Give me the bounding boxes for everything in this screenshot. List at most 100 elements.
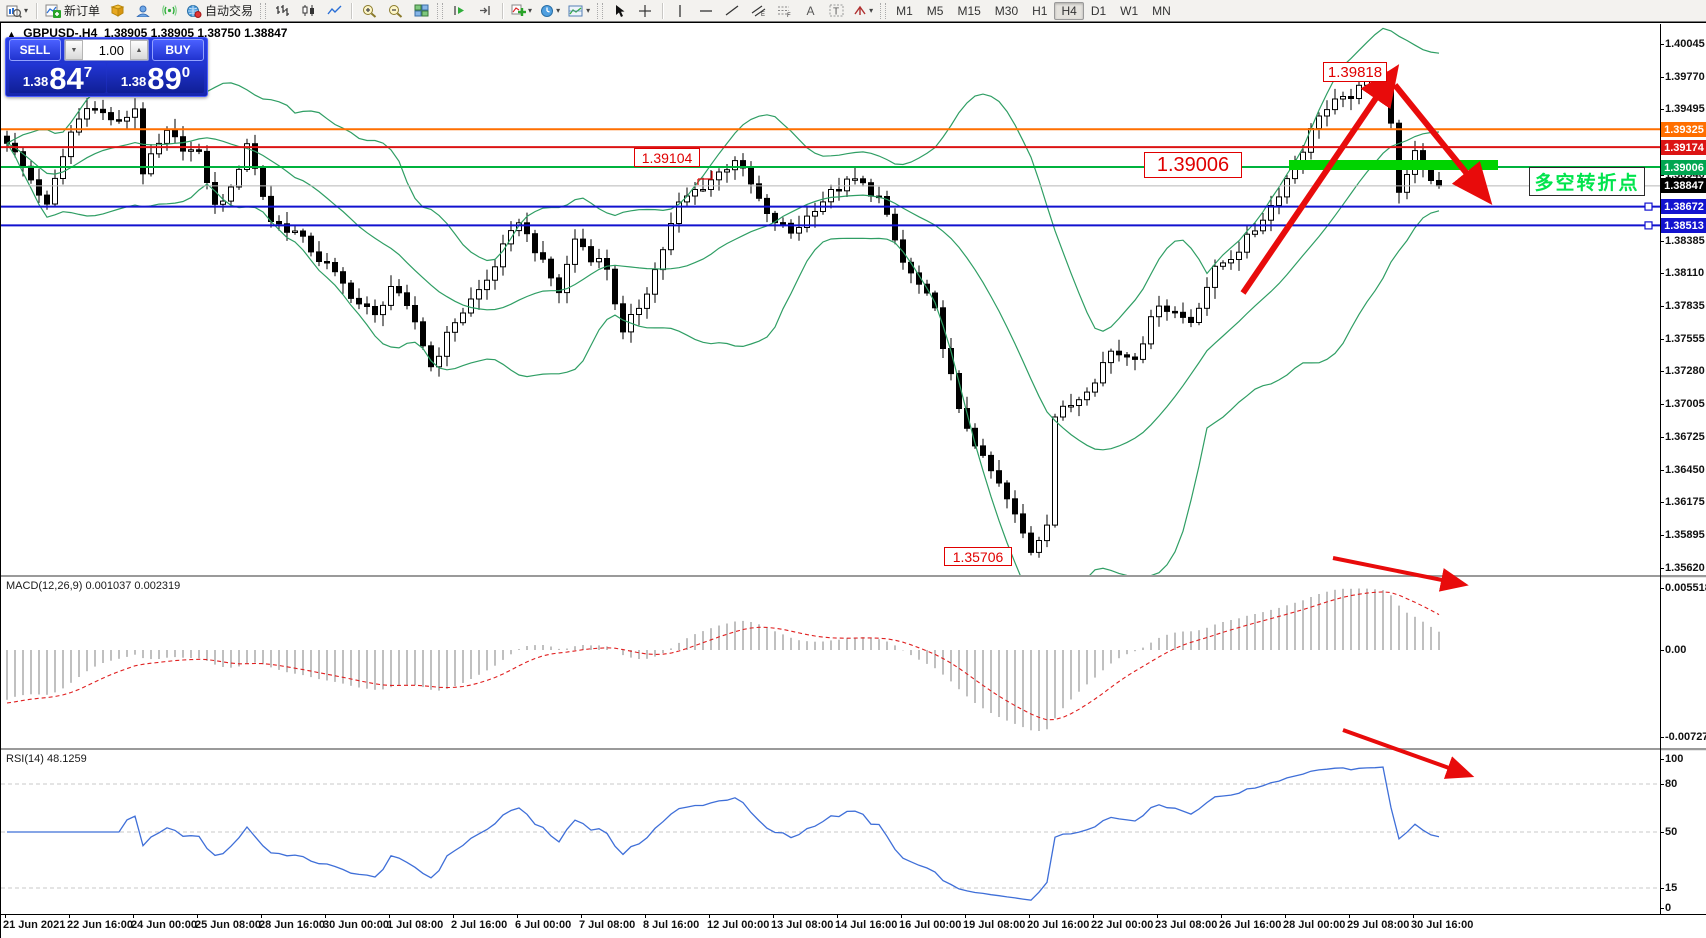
price-axis[interactable]: 1.40045 1.39770 1.39495 1.38940 1.38385 1.381… (1660, 23, 1706, 938)
macd-surface[interactable] (1, 577, 1660, 748)
chart-title: ▲ GBPUSD-,H4 1.38905 1.38905 1.38750 1.3… (7, 26, 287, 40)
indicator-list-button[interactable]: ▾ (565, 1, 593, 21)
macd-axis-tick: 0.00 (1660, 644, 1686, 656)
price-badge: 1.39325 (1661, 122, 1706, 137)
add-indicator-icon (511, 4, 527, 16)
price-badge: 1.39006 (1661, 160, 1706, 175)
chart-shift-icon (479, 6, 490, 15)
line-chart-button[interactable] (322, 1, 346, 21)
price-tick: 1.37005 (1660, 398, 1705, 410)
crosshair-button[interactable] (633, 1, 657, 21)
zoom-out-button[interactable] (383, 1, 407, 21)
price-annotation-label[interactable]: 1.39006 (1144, 152, 1242, 178)
price-tick: 1.35895 (1660, 529, 1705, 541)
candle-chart-button[interactable] (296, 1, 320, 21)
timeframe-d1[interactable]: D1 (1090, 3, 1107, 18)
buy-price-base: 1.38 (120, 74, 147, 89)
toolbar-separator (36, 2, 38, 19)
horizontal-line-button[interactable] (694, 1, 718, 21)
new-chart-button[interactable]: ▾ (3, 1, 31, 21)
time-tick: 2 Jul 16:00 (451, 915, 507, 931)
zoom-in-button[interactable] (357, 1, 381, 21)
bar-chart-button[interactable] (270, 1, 294, 21)
rsi-surface[interactable] (1, 750, 1660, 914)
periods-clock-icon (541, 4, 554, 17)
autotrading-button[interactable]: 自动交易 (183, 1, 256, 21)
timeframe-m5[interactable]: M5 (926, 3, 944, 18)
collapse-triangle-icon[interactable]: ▲ (7, 29, 16, 39)
cursor-button[interactable] (607, 1, 631, 21)
market-button[interactable] (105, 1, 129, 21)
crosshair-icon (639, 4, 652, 17)
sell-price-box[interactable]: 1.38 84 7 (9, 63, 106, 94)
chart-shift-button[interactable] (473, 1, 497, 21)
text-label-button[interactable]: T (824, 1, 848, 21)
price-annotation-label[interactable]: 1.39818 (1323, 62, 1387, 82)
timeframe-h4[interactable]: H4 (1054, 1, 1084, 20)
community-icon (135, 5, 150, 17)
equidistant-channel-button[interactable]: E (746, 1, 770, 21)
arrows-button[interactable]: ▾ (850, 1, 876, 21)
price-tick: 1.36450 (1660, 464, 1705, 476)
toolbar-separator (502, 2, 504, 19)
price-annotation-label[interactable]: 1.35706 (944, 547, 1012, 566)
fibonacci-button[interactable]: F (772, 1, 796, 21)
cn-turning-point-label[interactable]: 多空转折点 (1529, 167, 1645, 196)
timeframe-m15[interactable]: M15 (957, 3, 981, 18)
chevron-down-icon: ▾ (556, 6, 561, 15)
chevron-down-icon: ▾ (528, 6, 533, 15)
vertical-line-button[interactable] (668, 1, 692, 21)
price-tick: 1.37280 (1660, 365, 1705, 377)
volume-decrease-button[interactable]: ▼ (65, 40, 83, 60)
toolbar-grip (597, 2, 604, 19)
add-indicator-button[interactable]: ▾ (508, 1, 535, 21)
new-order-icon (45, 4, 62, 18)
sell-price-pip: 7 (83, 64, 93, 81)
bollinger-bands[interactable] (6, 27, 1440, 575)
zoom-out-icon (388, 4, 402, 18)
time-tick: 19 Jul 08:00 (963, 915, 1025, 931)
community-button[interactable] (131, 1, 155, 21)
timeframe-m1[interactable]: M1 (896, 3, 913, 18)
timeframe-m30[interactable]: M30 (994, 3, 1019, 18)
toolbar-grip (260, 2, 267, 19)
tile-windows-button[interactable] (409, 1, 433, 21)
time-axis[interactable]: 21 Jun 2021 22 Jun 16:00 24 Jun 00:00 25 Ju… (1, 915, 1706, 938)
auto-scroll-button[interactable] (447, 1, 471, 21)
signals-button[interactable] (157, 1, 181, 21)
timeframe-w1[interactable]: W1 (1120, 3, 1139, 18)
timeframe-h1[interactable]: H1 (1032, 3, 1048, 18)
rsi-panel: RSI(14) 48.1259 (1, 750, 1660, 914)
time-tick: 12 Jul 00:00 (707, 915, 769, 931)
svg-text:F: F (787, 13, 791, 17)
time-tick: 28 Jul 00:00 (1283, 915, 1345, 931)
periods-clock-button[interactable]: ▾ (537, 1, 563, 21)
macd-histogram (6, 588, 1440, 731)
price-chart-surface[interactable] (1, 24, 1660, 575)
rsi-axis-tick: 50 (1660, 826, 1677, 838)
volume-value[interactable]: 1.00 (98, 42, 124, 58)
text-button[interactable]: A (798, 1, 822, 21)
price-tick: 1.36725 (1660, 431, 1705, 443)
chart-window: ▲ GBPUSD-,H4 1.38905 1.38905 1.38750 1.3… (0, 22, 1706, 938)
toolbar: ▾ 新订单 (0, 0, 1706, 22)
svg-text:E: E (761, 12, 765, 17)
price-annotation-label[interactable]: 1.39104 (634, 148, 700, 167)
cursor-icon (615, 4, 625, 17)
trendline-button[interactable] (720, 1, 744, 21)
new-order-button[interactable]: 新订单 (42, 1, 103, 21)
time-tick: 8 Jul 16:00 (643, 915, 699, 931)
time-tick: 7 Jul 08:00 (579, 915, 635, 931)
buy-button[interactable]: BUY (152, 39, 204, 61)
timeframe-mn[interactable]: MN (1152, 3, 1171, 18)
arrows-icon (854, 5, 866, 15)
price-badge: 1.38513 (1661, 218, 1706, 233)
sell-button[interactable]: SELL (9, 39, 61, 61)
volume-increase-button[interactable]: ▲ (130, 40, 148, 60)
price-tick: 1.40045 (1660, 38, 1705, 50)
bar-chart-icon (275, 5, 289, 16)
equidistant-channel-icon: E (751, 5, 765, 17)
text-icon: A (806, 4, 814, 17)
buy-price-box[interactable]: 1.38 89 0 (107, 63, 204, 94)
